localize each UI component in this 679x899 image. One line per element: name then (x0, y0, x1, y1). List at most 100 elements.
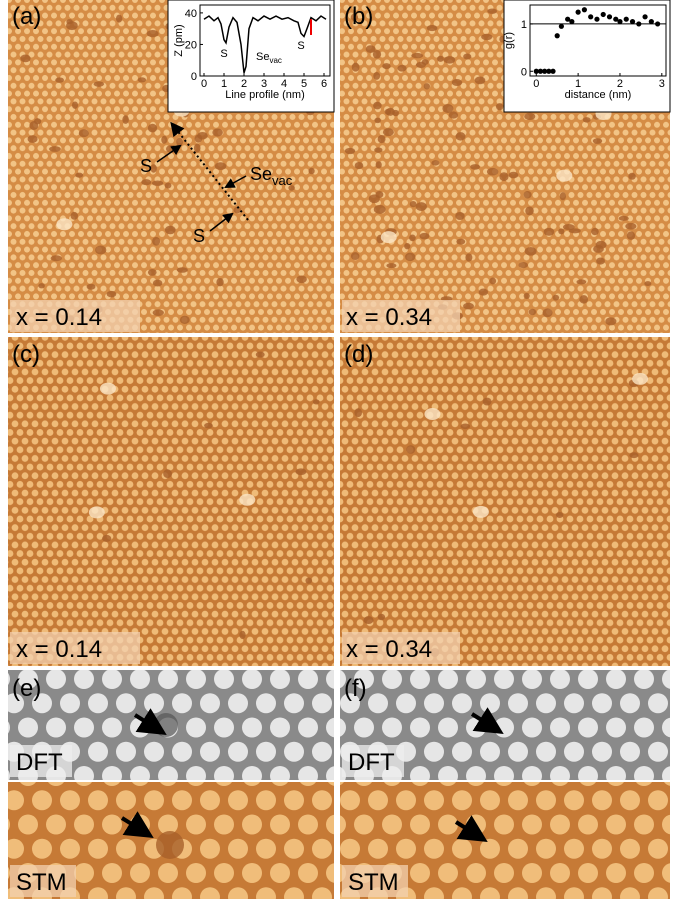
x-axis-label: distance (nm) (565, 89, 632, 101)
defect (382, 63, 390, 69)
defect (177, 267, 188, 273)
y-axis-label: g(r) (503, 32, 515, 49)
defect (544, 228, 555, 236)
defect (627, 231, 635, 239)
defect (141, 179, 151, 185)
defect (296, 468, 307, 475)
defect (309, 168, 315, 175)
defect (405, 253, 415, 261)
point (649, 19, 654, 24)
defect (553, 295, 560, 301)
defect (424, 83, 430, 89)
point (607, 14, 612, 19)
defect (524, 113, 535, 120)
defect (437, 56, 444, 62)
defect (483, 398, 492, 406)
defect (397, 65, 406, 72)
y-tick-label: 0 (191, 71, 197, 83)
bright-spot (424, 408, 440, 420)
defect (55, 77, 64, 82)
defect (442, 104, 453, 113)
bright-spot (56, 218, 72, 230)
defect (87, 284, 96, 290)
defect (487, 168, 498, 176)
defect (215, 162, 226, 170)
method-label: STM (348, 869, 399, 896)
panel-label: (c) (12, 341, 40, 368)
defect (296, 276, 306, 284)
defect (138, 77, 146, 82)
defect (176, 138, 183, 147)
defect (212, 128, 223, 136)
x-axis-label: Line profile (nm) (225, 89, 304, 101)
defect (194, 144, 201, 153)
defect (422, 59, 429, 65)
point (655, 21, 660, 26)
bright-spot (89, 506, 105, 518)
panel-label: (b) (344, 3, 373, 30)
defect (579, 295, 588, 303)
defect (94, 81, 104, 87)
defect (152, 180, 163, 185)
stm-images (8, 0, 670, 899)
x-tick-label: 0 (201, 78, 207, 90)
defect (499, 172, 508, 181)
defect (496, 103, 503, 110)
defect (148, 124, 157, 133)
defect (558, 228, 564, 234)
defect (452, 79, 462, 86)
defect (305, 578, 312, 584)
defect (351, 252, 360, 260)
defect (102, 535, 111, 542)
vacancy (156, 831, 184, 859)
defect (509, 172, 519, 179)
defect (38, 283, 44, 288)
defect (431, 160, 439, 165)
defect (204, 423, 213, 429)
method-label: STM (16, 869, 67, 896)
peak-label: Se (256, 51, 269, 63)
defect (556, 512, 563, 518)
annotation-sub: vac (272, 173, 293, 188)
defect (489, 277, 496, 284)
bright-spot (381, 231, 397, 243)
annotation: Se (250, 164, 272, 184)
defect (465, 253, 472, 261)
point (582, 7, 587, 12)
defect (410, 201, 417, 207)
defect (256, 351, 265, 357)
defect (524, 191, 532, 199)
defect (519, 262, 528, 268)
y-axis-label: Z (pm) (173, 24, 185, 56)
bright-spot (556, 170, 572, 182)
defect (525, 207, 534, 216)
stm-image-d (340, 337, 670, 666)
y-tick-label: 20 (185, 39, 197, 51)
panel-label: (d) (344, 341, 373, 368)
defect (479, 289, 488, 296)
x-tick-label: 0 (533, 78, 539, 90)
y-tick-label: 40 (185, 8, 197, 20)
defect (374, 118, 380, 124)
defect (569, 228, 581, 233)
defect (593, 245, 604, 253)
panel-label: (f) (344, 675, 367, 702)
defect (524, 293, 530, 299)
point (569, 19, 574, 24)
defect (619, 216, 629, 221)
defect (386, 263, 396, 268)
defect (239, 631, 245, 639)
defect (20, 54, 30, 62)
defect (29, 121, 38, 130)
defect (583, 117, 591, 122)
defect (487, 8, 497, 13)
point (588, 14, 593, 19)
defect (416, 202, 427, 211)
defect (378, 135, 386, 143)
defect (373, 102, 382, 110)
defect (409, 234, 416, 241)
defect (593, 138, 602, 144)
defect (383, 128, 394, 136)
defect (404, 243, 410, 249)
stm-image-c (8, 337, 334, 666)
